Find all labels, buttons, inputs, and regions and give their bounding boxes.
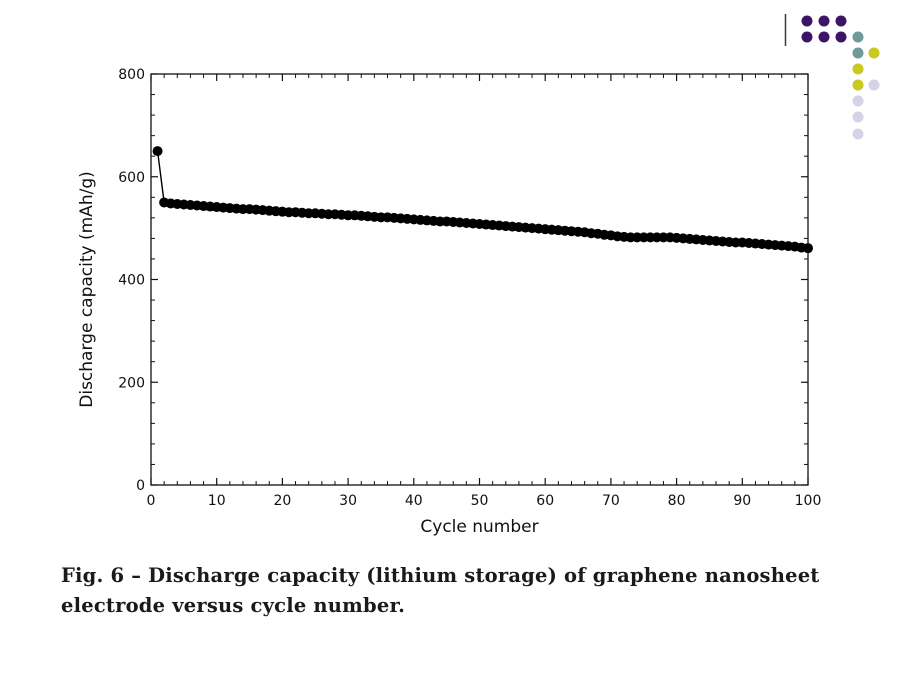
data-point: [803, 243, 813, 254]
y-axis-label: Discharge capacity (mAh/g): [77, 171, 97, 407]
x-tick-label: 100: [795, 493, 822, 509]
x-tick-label: 70: [602, 493, 620, 509]
figure-caption: Fig. 6 – Discharge capacity (lithium sto…: [61, 564, 820, 617]
x-axis-label: Cycle number: [420, 517, 538, 537]
y-tick-label: 200: [118, 375, 145, 391]
y-tick-label: 0: [136, 478, 145, 494]
y-tick-label: 800: [118, 67, 145, 83]
plot-border: [150, 73, 809, 486]
y-tick-label: 400: [118, 273, 145, 289]
x-tick-label: 50: [471, 493, 489, 509]
series-line: [156, 151, 809, 249]
x-tick-label: 40: [405, 493, 423, 509]
x-tick-label: 60: [536, 493, 554, 509]
y-axis-ticks: 0 200 400 600 800: [118, 67, 808, 494]
x-tick-label: 80: [668, 493, 686, 509]
y-tick-label: 600: [118, 170, 145, 186]
data-series: [152, 146, 813, 254]
x-axis-ticks: 0 10 20 30 40 50 60 70 80 90 100: [147, 74, 822, 509]
x-tick-label: 30: [339, 493, 357, 509]
x-tick-label: 10: [208, 493, 226, 509]
x-tick-label: 0: [147, 493, 156, 509]
data-point: [152, 146, 163, 157]
x-tick-label: 90: [733, 493, 751, 509]
x-tick-label: 20: [273, 493, 291, 509]
plot-frame: [150, 73, 809, 486]
discharge-capacity-chart: 0 200 400 600 800 0 10 20 30 40 50 60 70 80 90 100 Cyc…: [77, 67, 822, 537]
